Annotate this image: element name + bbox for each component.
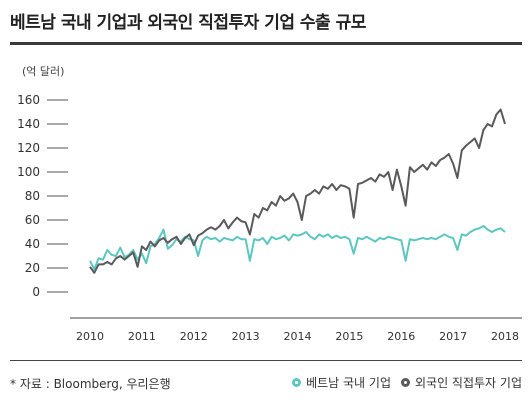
x-axis: 2010 2011 2012 2013 2014 2015 2016 2017 2018 [70,317,522,343]
legend-item-fdi: 외국인 직접투자 기업 [401,374,522,391]
x-tick-label: 2011 [128,330,156,343]
y-tick-label: 20 [25,261,40,275]
footer-divider [10,360,522,361]
chart-title: 베트남 국내 기업과 외국인 직접투자 기업 수출 규모 [10,13,366,33]
legend-label-domestic: 베트남 국내 기업 [306,376,391,390]
y-tick-label: 80 [25,189,40,203]
x-tick-label: 2013 [232,330,260,343]
y-tick-label: 100 [17,165,40,179]
y-tick-label: 140 [17,117,40,131]
y-axis: 0 20 40 60 80 100 120 140 160 [17,93,68,299]
legend-marker-fdi [401,378,410,387]
legend-marker-domestic [292,378,302,387]
y-tick-label: 160 [17,93,40,107]
legend: 베트남 국내 기업 외국인 직접투자 기업 [282,374,522,391]
x-tick-label: 2018 [491,330,519,343]
y-tick-label: 40 [25,237,40,251]
y-unit-label: (억 달러) [22,65,65,78]
legend-item-domestic: 베트남 국내 기업 [292,374,391,391]
series-line-domestic [89,225,506,271]
series-line-fdi [89,108,506,274]
x-tick-label: 2010 [76,330,104,343]
x-tick-label: 2016 [387,330,415,343]
x-tick-label: 2014 [284,330,312,343]
plot-area [89,108,506,274]
legend-label-fdi: 외국인 직접투자 기업 [415,376,522,390]
y-tick-label: 60 [25,213,40,227]
x-tick-label: 2017 [439,330,467,343]
source-note: * 자료 : Bloomberg, 우리은행 [10,377,171,391]
y-tick-label: 120 [17,141,40,155]
title-divider [10,42,522,45]
y-tick-label: 0 [32,285,40,299]
x-tick-label: 2015 [335,330,363,343]
x-tick-label: 2012 [180,330,208,343]
